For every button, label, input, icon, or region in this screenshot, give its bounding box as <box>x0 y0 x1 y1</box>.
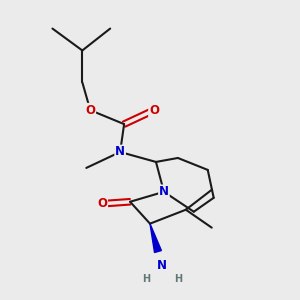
Text: N: N <box>157 259 167 272</box>
Polygon shape <box>150 224 161 253</box>
Text: O: O <box>97 197 107 210</box>
Text: H: H <box>142 274 150 284</box>
Text: N: N <box>159 185 169 198</box>
Text: N: N <box>115 146 125 158</box>
Text: O: O <box>85 104 95 117</box>
Text: O: O <box>149 104 159 117</box>
Text: H: H <box>174 274 182 284</box>
